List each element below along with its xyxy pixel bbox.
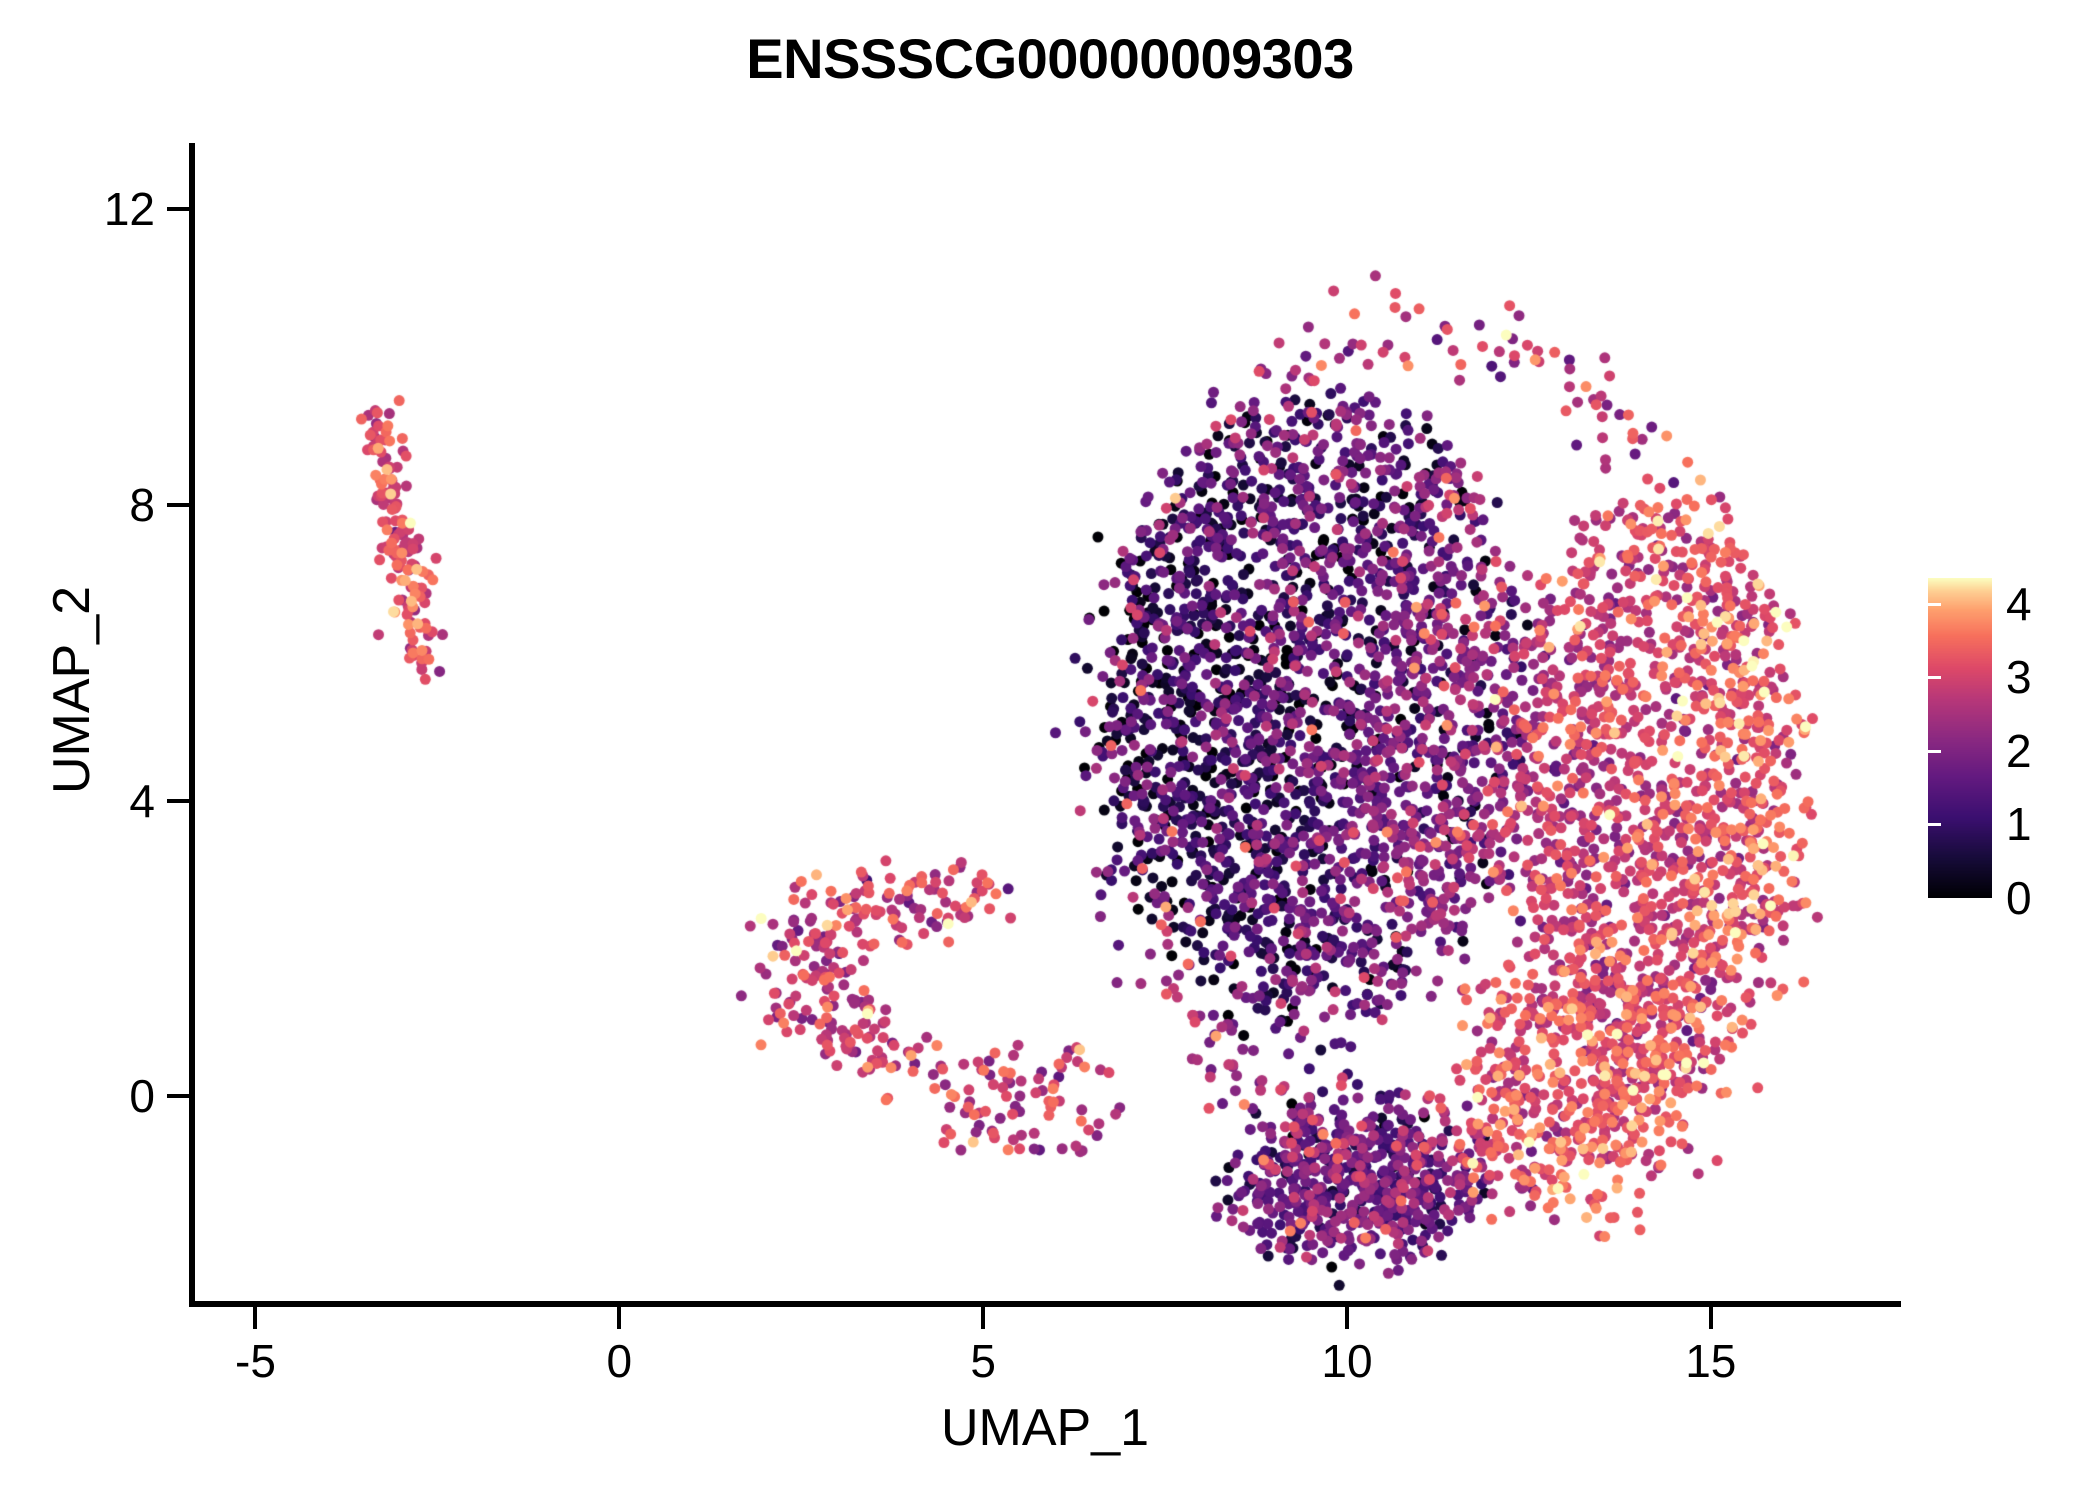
x-tick-label: 10 — [1321, 1335, 1373, 1387]
colorbar-legend: 0 1 2 3 4 — [1928, 577, 2078, 921]
colorbar-tick-mark — [1928, 823, 1941, 827]
colorbar-tick-mark — [2065, 602, 2078, 606]
scatter-point-layer — [190, 143, 1900, 1303]
colorbar-tick-mark — [1928, 602, 1941, 606]
y-tick-mark — [167, 207, 189, 212]
colorbar-gradient — [1928, 578, 1992, 898]
y-axis-line — [189, 143, 195, 1307]
colorbar-tick-label: 2 — [2006, 724, 2032, 777]
plot-panel — [190, 143, 1900, 1303]
page-title: ENSSSCG00000009303 — [746, 27, 1354, 90]
y-tick-mark — [167, 798, 189, 803]
colorbar-tick-label: 0 — [2006, 872, 2032, 924]
x-tick-mark — [253, 1307, 258, 1329]
y-tick-label: 0 — [129, 1070, 155, 1123]
x-axis-title: UMAP_1 — [940, 1399, 1150, 1457]
colorbar-tick-mark — [2065, 823, 2078, 827]
colorbar-tick-label: 3 — [2006, 651, 2032, 704]
y-tick-label: 4 — [129, 774, 155, 827]
y-tick-label: 8 — [129, 479, 155, 532]
colorbar-tick-mark — [2065, 676, 2078, 680]
x-tick-label: -5 — [235, 1335, 276, 1387]
colorbar-tick-label: 1 — [2006, 798, 2032, 851]
y-tick-mark — [167, 1094, 189, 1099]
x-tick-mark — [1708, 1307, 1713, 1329]
y-tick-label: 12 — [103, 183, 155, 236]
x-tick-label: 0 — [606, 1335, 633, 1387]
x-tick-label: 15 — [1685, 1335, 1737, 1387]
x-tick-mark — [1344, 1307, 1349, 1329]
colorbar-tick-mark — [1928, 749, 1941, 753]
y-axis-title: UMAP_2 — [43, 585, 101, 795]
x-tick-mark — [617, 1307, 622, 1329]
colorbar-tick-label: 4 — [2006, 577, 2032, 630]
x-axis-line — [189, 1301, 1901, 1307]
x-tick-label: 5 — [970, 1335, 996, 1387]
colorbar-tick-mark — [2065, 749, 2078, 753]
x-tick-mark — [981, 1307, 986, 1329]
colorbar-tick-mark — [1928, 676, 1941, 680]
y-tick-mark — [167, 503, 189, 508]
